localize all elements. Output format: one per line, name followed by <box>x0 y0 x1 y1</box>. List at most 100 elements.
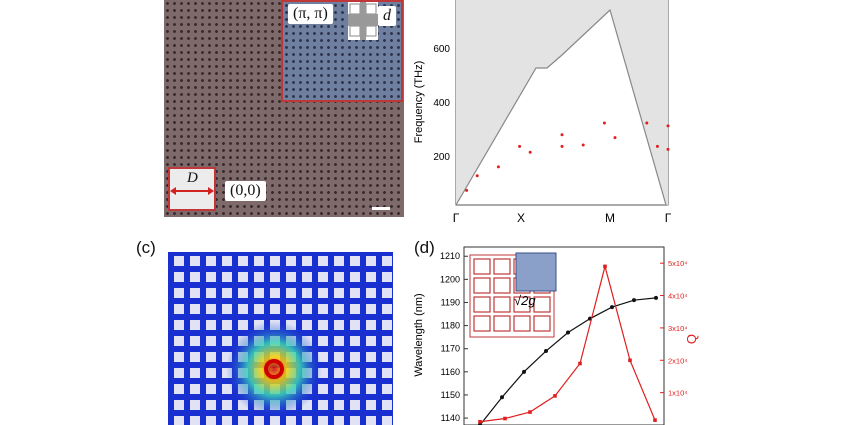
ytick-600: 600 <box>433 44 450 55</box>
lattice-hole <box>350 416 360 425</box>
period-symbol: D <box>187 170 198 186</box>
lattice-hole <box>270 272 280 282</box>
q-point <box>603 264 607 269</box>
lattice-hole <box>366 272 376 282</box>
lattice-hole <box>350 368 360 378</box>
right-tick-label: 1x10⁴ <box>668 389 688 398</box>
lattice-hole <box>334 368 344 378</box>
lattice-hole <box>174 288 184 298</box>
band-point <box>496 165 500 169</box>
right-tick-label: 2x10⁴ <box>668 356 688 365</box>
hole-inset-svg <box>348 2 378 40</box>
lattice-hole <box>382 256 392 266</box>
lattice-hole <box>302 304 312 314</box>
lattice-hole <box>190 288 200 298</box>
left-tick-label: 1210 <box>440 251 460 261</box>
band-point <box>655 144 659 148</box>
band-point <box>475 174 479 178</box>
left-tick-label: 1150 <box>441 390 460 400</box>
lattice-hole <box>222 320 232 330</box>
lattice-hole <box>206 400 216 410</box>
lattice-hole <box>334 320 344 330</box>
lattice-hole <box>222 272 232 282</box>
band-point <box>560 144 564 148</box>
lattice-hole <box>366 352 376 362</box>
period-arrow <box>170 187 214 195</box>
lattice-hole <box>334 416 344 425</box>
lattice-hole <box>270 416 280 425</box>
lattice-hole <box>206 384 216 394</box>
plot-frame <box>463 246 665 425</box>
light-line <box>455 8 667 206</box>
lattice-hole <box>238 304 248 314</box>
lattice-hole <box>190 400 200 410</box>
lattice-hole <box>174 368 184 378</box>
lattice-hole <box>270 256 280 266</box>
lattice-hole <box>174 416 184 425</box>
lattice-hole <box>286 288 296 298</box>
lattice-hole <box>334 272 344 282</box>
band-point <box>581 143 585 147</box>
lattice-hole <box>302 256 312 266</box>
lattice-hole <box>190 368 200 378</box>
lattice-hole <box>382 368 392 378</box>
right-tick-label: 5x10⁴ <box>668 259 688 268</box>
lattice-hole <box>302 416 312 425</box>
lattice-hole <box>174 272 184 282</box>
lattice-hole <box>302 400 312 410</box>
lattice-hole <box>206 288 216 298</box>
band-points <box>465 121 670 192</box>
lattice-hole <box>190 256 200 266</box>
lattice-hole <box>334 336 344 346</box>
lattice-hole <box>270 288 280 298</box>
band-point <box>560 133 564 137</box>
lattice-hole <box>318 352 328 362</box>
mode-hotspot <box>226 321 322 417</box>
lattice-hole <box>254 272 264 282</box>
lattice-hole <box>366 384 376 394</box>
right-tick-label: 3x10⁴ <box>668 324 688 333</box>
origin-label: (0,0) <box>225 181 266 201</box>
lattice-hole <box>174 320 184 330</box>
lattice-hole <box>318 288 328 298</box>
lattice-hole <box>318 256 328 266</box>
right-ticks: 1x10⁴ 2x10⁴ 3x10⁴ 4x10⁴ 5x10⁴ <box>660 259 688 398</box>
mode-center <box>264 359 284 379</box>
lattice-hole <box>206 256 216 266</box>
lattice-hole <box>174 304 184 314</box>
lattice-hole <box>318 320 328 330</box>
lattice-hole <box>382 336 392 346</box>
ytick-400: 400 <box>433 98 450 109</box>
lattice-hole <box>334 352 344 362</box>
wavelength-point <box>632 298 636 303</box>
lattice-hole <box>350 304 360 314</box>
left-tick-label: 1190 <box>441 297 460 307</box>
lattice-hole <box>382 288 392 298</box>
lattice-hole <box>318 416 328 425</box>
lattice-hole <box>334 256 344 266</box>
lattice-hole <box>238 272 248 282</box>
lattice-hole <box>382 272 392 282</box>
lattice-hole <box>350 256 360 266</box>
lattice-hole <box>286 304 296 314</box>
left-tick-label: 1170 <box>441 344 460 354</box>
lattice-hole <box>206 304 216 314</box>
wavelength-axis-label: Wavelength (nm) <box>413 293 425 376</box>
lattice-hole <box>382 320 392 330</box>
q-point <box>553 394 557 398</box>
frequency-axis-label: Frequency (THz) <box>413 61 425 144</box>
lattice-hole <box>238 256 248 266</box>
lattice-hole <box>206 336 216 346</box>
lattice-hole <box>382 416 392 425</box>
lattice-hole <box>350 288 360 298</box>
lattice-hole <box>334 400 344 410</box>
lattice-hole <box>254 288 264 298</box>
lattice-hole <box>302 288 312 298</box>
lattice-hole <box>270 304 280 314</box>
band-point <box>645 121 649 125</box>
xtick-gamma-2: Γ <box>665 211 672 225</box>
lattice-hole <box>174 384 184 394</box>
band-point <box>666 124 670 128</box>
lattice-hole <box>190 320 200 330</box>
left-tick-label: 1160 <box>441 367 460 377</box>
